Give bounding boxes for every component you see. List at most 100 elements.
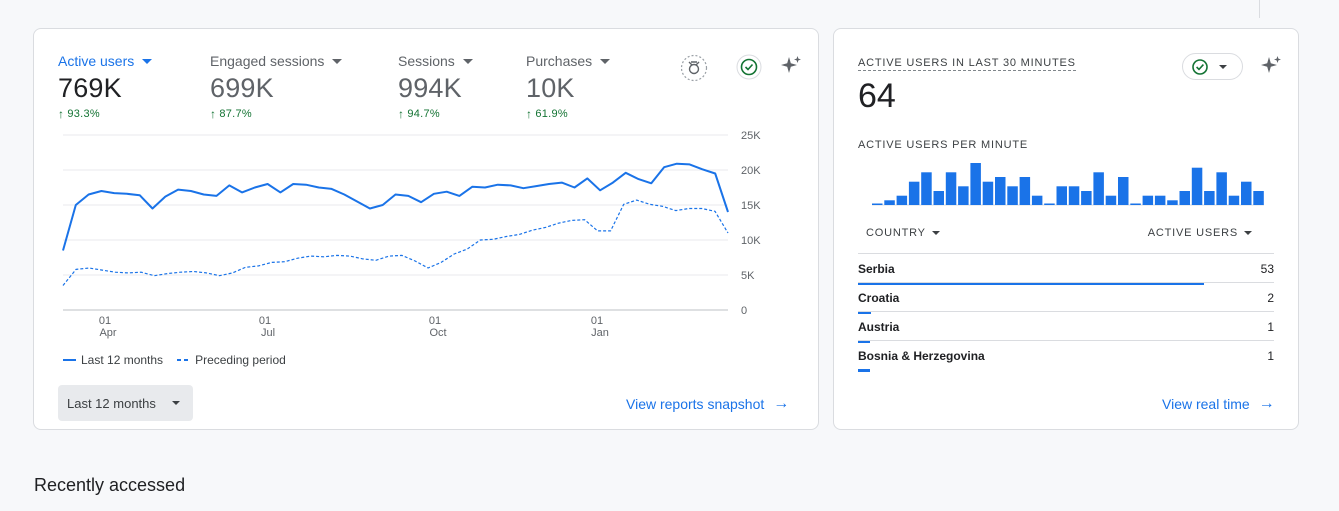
minute-bar[interactable] xyxy=(1154,195,1166,205)
caret-down-icon xyxy=(1219,65,1227,69)
minute-bar[interactable] xyxy=(1031,195,1043,205)
realtime-title[interactable]: ACTIVE USERS IN LAST 30 MINUTES xyxy=(858,57,1076,71)
minute-bar[interactable] xyxy=(1142,195,1154,205)
minute-bar[interactable] xyxy=(1191,167,1203,205)
chart-legend: Last 12 months Preceding period xyxy=(63,353,286,367)
caret-down-icon xyxy=(462,58,473,64)
table-row[interactable]: Croatia 2 xyxy=(858,282,1274,314)
x-tick-month: Apr xyxy=(99,327,116,339)
check-circle-icon xyxy=(1192,58,1208,75)
dashed-line-swatch xyxy=(177,359,191,361)
users-column-header[interactable]: ACTIVE USERS xyxy=(1148,227,1252,239)
minute-bar[interactable] xyxy=(921,172,932,205)
share-bar xyxy=(858,369,870,372)
minute-bar[interactable] xyxy=(970,163,981,205)
minute-bar[interactable] xyxy=(1179,191,1191,205)
overview-card: Active users 769K ↑ 93.3% Engaged session… xyxy=(33,28,819,430)
minute-bar[interactable] xyxy=(1167,200,1178,205)
minute-bar[interactable] xyxy=(896,195,908,205)
minute-bar[interactable] xyxy=(1007,186,1018,205)
minute-bar[interactable] xyxy=(1241,181,1252,205)
sparkle-icon xyxy=(1261,56,1281,73)
table-row[interactable]: Serbia 53 xyxy=(858,253,1274,285)
caret-down-icon xyxy=(142,58,153,64)
minute-bar[interactable] xyxy=(1044,203,1055,206)
view-reports-link[interactable]: View reports snapshot → xyxy=(626,395,789,413)
y-tick-label: 10K xyxy=(741,235,761,247)
column-header-label: COUNTRY xyxy=(866,227,926,239)
metric-value: 10K xyxy=(526,73,575,103)
minute-bar[interactable] xyxy=(1228,195,1240,205)
recently-accessed-heading: Recently accessed xyxy=(34,475,186,495)
country-column-header[interactable]: COUNTRY xyxy=(866,227,940,239)
column-header-label: ACTIVE USERS xyxy=(1147,227,1238,239)
sparkle-icon xyxy=(781,56,801,73)
country-name: Bosnia & Herzegovina xyxy=(858,349,985,363)
minute-bar[interactable] xyxy=(958,186,969,205)
view-reports-label: View reports snapshot xyxy=(626,396,765,412)
minute-bar[interactable] xyxy=(884,200,895,205)
caret-down-icon xyxy=(332,58,343,64)
metric-active-users[interactable]: Active users 769K ↑ 93.3% xyxy=(58,53,153,121)
view-real-time-link[interactable]: View real time → xyxy=(1162,395,1275,413)
minute-bar[interactable] xyxy=(1105,195,1117,205)
minute-bar[interactable] xyxy=(1019,177,1031,205)
share-bar xyxy=(858,282,1204,285)
divider xyxy=(1259,0,1260,18)
metric-change: 61.9% xyxy=(535,108,569,120)
arrow-up-icon: ↑ xyxy=(58,107,65,121)
minute-bar[interactable] xyxy=(1204,191,1215,205)
minute-bar[interactable] xyxy=(1118,177,1129,205)
table-row[interactable]: Bosnia & Herzegovina 1 xyxy=(858,340,1274,372)
minute-bar[interactable] xyxy=(1093,172,1104,205)
legend-current: Last 12 months xyxy=(81,353,164,367)
x-tick-day: 01 xyxy=(259,315,271,327)
ai-insights-button[interactable] xyxy=(1258,53,1284,79)
check-circle-icon xyxy=(736,54,762,80)
arrow-up-icon: ↑ xyxy=(398,107,405,121)
metric-engaged-sessions[interactable]: Engaged sessions 699K ↑ 87.7% xyxy=(210,53,343,121)
realtime-card: ACTIVE USERS IN LAST 30 MINUTES 64 ACTIV… xyxy=(833,28,1299,430)
status-dropdown[interactable] xyxy=(1182,53,1243,80)
view-real-time-label: View real time xyxy=(1162,396,1250,412)
insights-badge-button[interactable] xyxy=(679,53,709,83)
minute-bar[interactable] xyxy=(1130,203,1141,206)
arrow-right-icon: → xyxy=(1258,395,1275,412)
minute-bar[interactable] xyxy=(1216,172,1227,205)
minute-bar[interactable] xyxy=(995,177,1006,205)
x-tick-month: Jan xyxy=(591,327,609,339)
y-tick-label: 0 xyxy=(741,305,747,317)
table-row[interactable]: Austria 1 xyxy=(858,311,1274,343)
insights-badge-icon xyxy=(680,54,708,82)
minute-bar[interactable] xyxy=(908,181,920,205)
date-range-dropdown[interactable]: Last 12 months xyxy=(58,385,193,421)
minute-bar[interactable] xyxy=(872,203,883,206)
date-range-label: Last 12 months xyxy=(67,395,156,411)
solid-line-swatch xyxy=(63,359,76,361)
legend-preceding: Preceding period xyxy=(195,353,286,367)
x-tick-day: 01 xyxy=(429,315,441,327)
minute-bar[interactable] xyxy=(1253,191,1264,205)
y-tick-label: 20K xyxy=(741,165,761,177)
caret-down-icon xyxy=(931,231,940,235)
status-check-button[interactable] xyxy=(735,53,763,81)
ai-insights-button[interactable] xyxy=(778,53,804,79)
minute-bar[interactable] xyxy=(982,181,994,205)
minute-bar[interactable] xyxy=(1056,186,1068,205)
x-tick-month: Jul xyxy=(261,327,275,339)
metric-change: 93.3% xyxy=(67,108,101,120)
series-current-line[interactable] xyxy=(62,162,729,251)
minute-bar[interactable] xyxy=(945,172,957,205)
metric-label: Purchases xyxy=(526,53,593,69)
minute-bar[interactable] xyxy=(1081,191,1092,205)
metric-purchases[interactable]: Purchases 10K ↑ 61.9% xyxy=(526,53,611,121)
metric-label: Engaged sessions xyxy=(210,53,325,69)
metric-value: 769K xyxy=(58,73,122,103)
metric-sessions[interactable]: Sessions 994K ↑ 94.7% xyxy=(398,53,473,121)
series-preceding-line[interactable] xyxy=(62,199,729,286)
country-name: Serbia xyxy=(858,262,895,276)
metric-change: 94.7% xyxy=(407,108,441,120)
minute-bar[interactable] xyxy=(933,191,945,205)
minute-bar[interactable] xyxy=(1068,186,1080,205)
user-count: 2 xyxy=(1267,291,1274,305)
